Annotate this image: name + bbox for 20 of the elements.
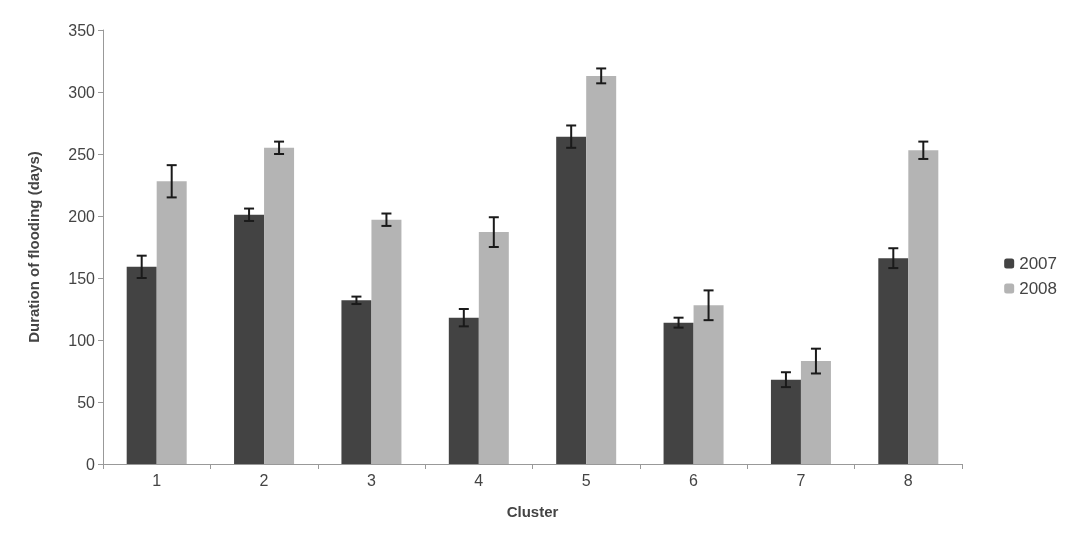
x-axis-title: Cluster xyxy=(506,503,559,520)
legend-label: 2007 xyxy=(1019,254,1058,273)
x-tick-label: 3 xyxy=(366,471,376,489)
y-tick-label: 100 xyxy=(68,331,96,349)
y-tick-label: 300 xyxy=(68,83,96,101)
legend-label: 2008 xyxy=(1019,279,1058,298)
y-axis-title: Duration of flooding (days) xyxy=(25,151,42,343)
x-tick-label: 4 xyxy=(474,471,484,489)
x-tick-label: 2 xyxy=(259,471,269,489)
x-tick-label: 8 xyxy=(903,471,913,489)
y-tick-label: 200 xyxy=(68,207,96,225)
y-tick-label: 350 xyxy=(68,21,96,39)
y-tick-label: 0 xyxy=(86,455,96,473)
x-tick-label: 5 xyxy=(581,471,591,489)
x-tick-label: 7 xyxy=(796,471,806,489)
x-tick-label: 6 xyxy=(689,471,699,489)
y-tick-label: 50 xyxy=(77,393,96,411)
y-tick-label: 250 xyxy=(68,145,96,163)
x-tick-label: 1 xyxy=(152,471,162,489)
y-tick-label: 150 xyxy=(68,269,96,287)
